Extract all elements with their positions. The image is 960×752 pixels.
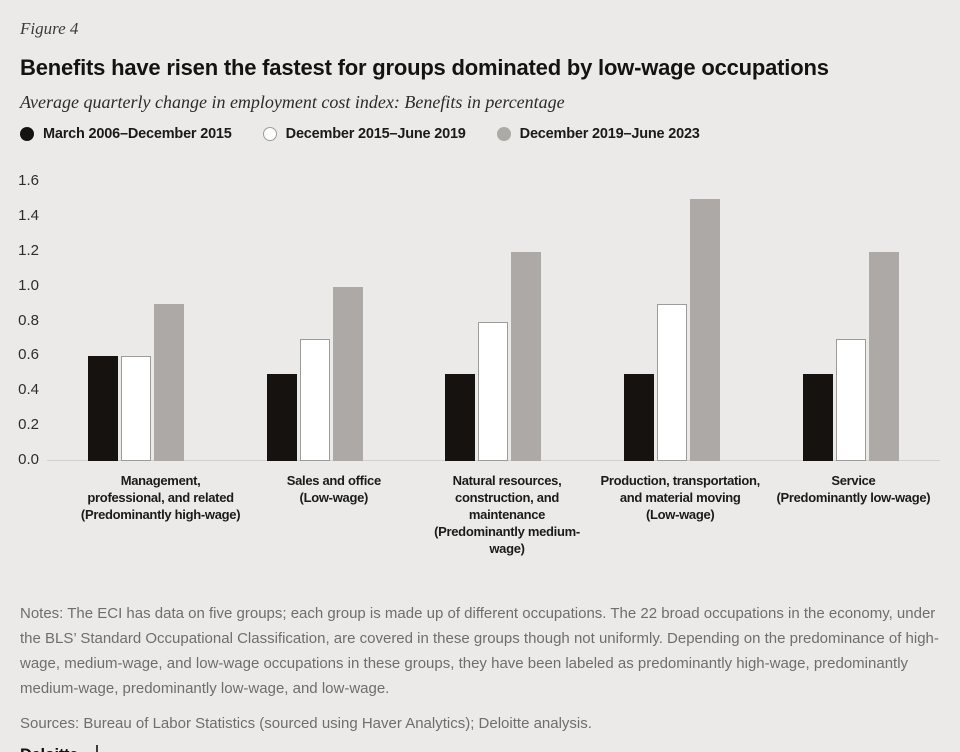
bar-march-2006-december-2015 (88, 356, 119, 461)
bar-december-2019-june-2023 (154, 304, 185, 461)
bar-group-4 (583, 182, 762, 461)
footer: Deloitte. Insights deloitte.com/insights (20, 745, 940, 752)
bar-march-2006-december-2015 (624, 373, 655, 461)
legend-label: December 2019–June 2023 (519, 126, 700, 142)
x-axis-labels: Management, professional, and related (P… (74, 461, 940, 557)
y-axis-tick-label: 0.4 (18, 381, 39, 399)
bar-december-2015-june-2019 (478, 321, 509, 461)
bar-december-2015-june-2019 (657, 304, 688, 461)
y-axis-tick-label: 1.2 (18, 241, 39, 259)
y-axis-tick-label: 0.0 (18, 451, 39, 468)
bar-december-2019-june-2023 (511, 251, 542, 461)
chart-title: Benefits have risen the fastest for grou… (20, 55, 829, 80)
x-axis-category-label-3: Natural resources, construction, and mai… (434, 473, 580, 556)
legend-item-march-2006-december-2015: March 2006–December 2015 (20, 126, 232, 142)
brand-green-dot: . (78, 746, 83, 752)
y-axis-tick-label: 1.6 (18, 172, 39, 189)
legend-swatch-december-2019-june-2023 (496, 127, 511, 141)
footer-divider (95, 745, 98, 752)
legend-item-december-2015-june-2019: December 2015–June 2019 (262, 126, 466, 142)
bar-march-2006-december-2015 (445, 373, 476, 461)
legend-swatch-march-2006-december-2015 (20, 127, 34, 141)
bar-december-2015-june-2019 (299, 338, 330, 461)
bar-december-2019-june-2023 (690, 199, 721, 461)
bar-december-2015-june-2019 (835, 338, 866, 461)
bar-group-1 (47, 182, 226, 461)
legend-item-december-2019-june-2023: December 2019–June 2023 (496, 126, 700, 142)
bar-march-2006-december-2015 (266, 373, 297, 461)
chart-area: 0.0 0.2 0.4 0.6 0.8 1.0 1.2 1.4 1.6 Management, … (18, 172, 940, 557)
sources-text: Sources: Bureau of Labor Statistics (sou… (20, 715, 592, 732)
bar-group-5 (761, 182, 940, 461)
notes-text: Notes: The ECI has data on five groups; … (20, 605, 939, 697)
x-axis-category-label-4: Production, transportation, and material… (600, 473, 760, 522)
bar-group-3 (404, 182, 583, 461)
legend-swatch-december-2015-june-2019 (262, 127, 277, 141)
bar-december-2019-june-2023 (868, 251, 899, 461)
y-axis-tick-label: 1.0 (18, 276, 39, 294)
deloitte-insights-logo: Deloitte. Insights (20, 747, 83, 752)
bar-march-2006-december-2015 (802, 373, 833, 461)
brand-name: Deloitte (20, 746, 78, 752)
x-axis-category-label-5: Service (Predominantly low-wage) (776, 473, 931, 505)
figure-label: Figure 4 (20, 19, 79, 38)
bar-group-2 (226, 182, 405, 461)
y-axis-tick-label: 0.6 (18, 346, 39, 364)
legend-label: March 2006–December 2015 (43, 126, 232, 142)
bar-december-2019-june-2023 (332, 286, 363, 461)
y-axis-tick-label: 0.8 (18, 311, 39, 329)
legend-label: December 2015–June 2019 (285, 126, 466, 142)
plot-area: 0.0 0.2 0.4 0.6 0.8 1.0 1.2 1.4 1.6 (18, 172, 940, 468)
bar-december-2015-june-2019 (121, 356, 152, 461)
x-axis-category-label-1: Management, professional, and related (P… (80, 473, 241, 522)
y-axis-tick-label: 0.2 (18, 416, 39, 434)
bars-container (47, 182, 940, 461)
chart-legend: March 2006–December 2015 December 2015–Ju… (20, 126, 940, 142)
y-axis-tick-label: 1.4 (18, 206, 39, 224)
x-axis-category-label-2: Sales and office (Low-wage) (286, 473, 381, 505)
chart-subtitle: Average quarterly change in employment c… (20, 92, 565, 112)
